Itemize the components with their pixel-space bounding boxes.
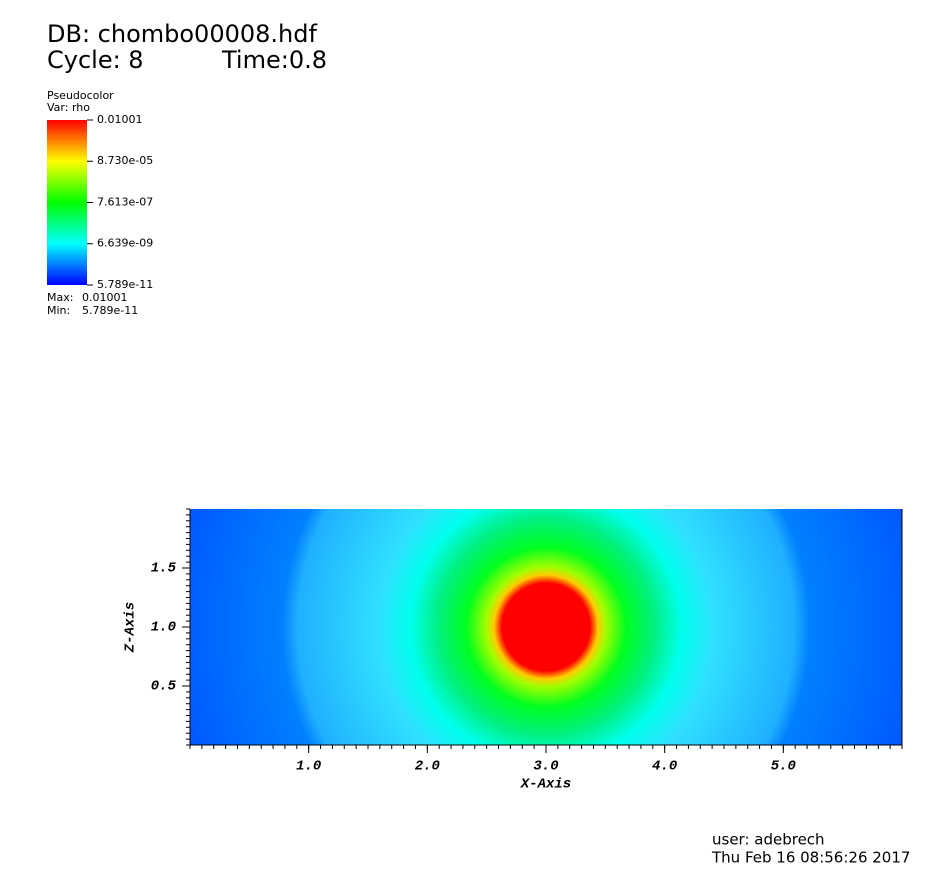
x-tick-label: 4.0 [652, 759, 677, 775]
colorbar [47, 120, 87, 285]
title: DB: chombo00008.hdf [47, 20, 317, 48]
x-axis-label: X-Axis [520, 777, 571, 793]
variable: Var: rho [47, 101, 90, 114]
max-label: Max: [47, 291, 73, 304]
legend-tick-label: 5.789e-11 [97, 278, 153, 291]
min-label: Min: [47, 304, 70, 317]
x-tick-label: 3.0 [533, 759, 558, 775]
y-tick-label: 1.0 [151, 620, 176, 636]
cycle: Cycle: 8 [47, 46, 144, 74]
y-axis-label: Z-Axis [123, 602, 139, 653]
legend-tick-label: 6.639e-09 [97, 237, 153, 250]
y-tick-label: 0.5 [151, 679, 177, 695]
legend-tick-label: 8.730e-05 [97, 154, 153, 167]
x-tick-label: 1.0 [296, 759, 321, 775]
y-tick-label: 1.5 [151, 561, 177, 577]
field [190, 509, 902, 745]
date: Thu Feb 16 08:56:26 2017 [711, 849, 910, 867]
plot-name: Pseudocolor [47, 89, 114, 102]
max-value: 0.01001 [82, 291, 128, 304]
user: user: adebrech [712, 831, 825, 849]
legend-tick-label: 0.01001 [97, 113, 143, 126]
min-value: 5.789e-11 [82, 304, 138, 317]
time: Time:0.8 [221, 46, 327, 74]
x-tick-label: 5.0 [771, 759, 796, 775]
legend-tick-label: 7.613e-07 [97, 195, 153, 208]
x-tick-label: 2.0 [415, 759, 440, 775]
